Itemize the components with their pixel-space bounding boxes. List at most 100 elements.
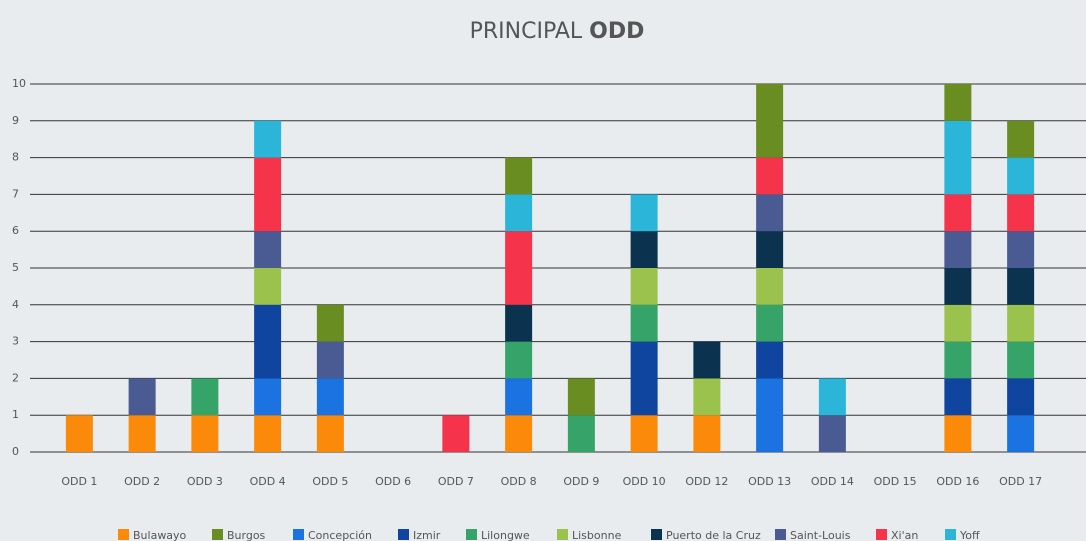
bar-segment (254, 120, 282, 158)
bar-segment (191, 415, 219, 452)
x-tick-label: ODD 1 (61, 475, 97, 488)
y-tick-label: 10 (12, 77, 26, 90)
y-tick-label: 2 (12, 371, 19, 384)
legend-label: Puerto de la Cruz (666, 529, 761, 541)
legend-swatch (212, 529, 223, 540)
legend-swatch (557, 529, 568, 540)
x-tick-label: ODD 15 (874, 475, 917, 488)
x-tick-label: ODD 6 (375, 475, 411, 488)
y-tick-label: 3 (12, 335, 19, 348)
legend-swatch (293, 529, 304, 540)
bar-segment (1007, 341, 1035, 379)
bar-segment (630, 231, 658, 268)
bar-segment (254, 268, 282, 305)
title-part: PRINCIPAL (470, 19, 583, 44)
bar-segment (693, 341, 721, 379)
legend-label: Izmir (413, 529, 441, 541)
bar-segment (944, 304, 972, 342)
bar-segment (505, 194, 533, 232)
bar-segment (630, 304, 658, 342)
bar-segment (1007, 231, 1035, 268)
chart-title: PRINCIPAL ODD (470, 19, 645, 44)
bar-segment (944, 378, 972, 416)
bar-segment (128, 415, 156, 452)
x-tick-label: ODD 5 (312, 475, 348, 488)
x-tick-label: ODD 9 (563, 475, 599, 488)
legend-label: Xi'an (891, 529, 918, 541)
y-tick-label: 9 (12, 114, 19, 127)
y-tick-label: 7 (12, 187, 19, 200)
bar-segment (567, 415, 595, 452)
x-tick-label: ODD 13 (748, 475, 791, 488)
bar-segment (567, 378, 595, 416)
y-tick-label: 0 (12, 445, 19, 458)
bar-segment (254, 415, 282, 452)
legend-label: Lisbonne (572, 529, 622, 541)
bar-segment (756, 268, 784, 305)
legend-label: Bulawayo (133, 529, 187, 541)
bar-segment (756, 378, 784, 452)
bar-segment (254, 378, 282, 416)
bar-segment (505, 231, 533, 305)
legend-label: Concepción (308, 529, 372, 541)
bar-segment (316, 415, 344, 452)
bar-segment (1007, 378, 1035, 416)
bar-segment (756, 341, 784, 379)
x-tick-label: ODD 10 (623, 475, 666, 488)
x-tick-label: ODD 3 (187, 475, 223, 488)
bar-segment (505, 378, 533, 416)
bar-segment (316, 341, 344, 379)
bar-segment (505, 415, 533, 452)
bar-segment (944, 341, 972, 379)
bar-segment (1007, 268, 1035, 305)
bar-segment (944, 84, 972, 121)
bar-segment (756, 304, 784, 342)
x-tick-label: ODD 14 (811, 475, 854, 488)
y-tick-label: 1 (12, 408, 19, 421)
legend-label: Lilongwe (481, 529, 530, 541)
bar-segment (128, 378, 156, 416)
bar-segment (756, 231, 784, 268)
y-tick-label: 6 (12, 224, 19, 237)
bar-segment (505, 341, 533, 379)
x-tick-label: ODD 16 (936, 475, 979, 488)
x-tick-label: ODD 2 (124, 475, 160, 488)
bar-segment (756, 84, 784, 158)
bar-segment (693, 378, 721, 416)
bar-segment (1007, 120, 1035, 158)
bar-segment (316, 378, 344, 416)
legend-swatch (466, 529, 477, 540)
bar-segment (818, 415, 846, 452)
bar-segment (1007, 415, 1035, 452)
bar-segment (818, 378, 846, 416)
legend-swatch (651, 529, 662, 540)
legend-swatch (398, 529, 409, 540)
bar-segment (316, 304, 344, 342)
bar-segment (944, 268, 972, 305)
bar-segment (756, 194, 784, 232)
bar-segment (65, 415, 93, 452)
bar-segment (944, 231, 972, 268)
bar-segment (944, 194, 972, 232)
bar-segment (630, 194, 658, 232)
y-tick-label: 8 (12, 151, 19, 164)
bar-segment (693, 415, 721, 452)
bar-segment (630, 415, 658, 452)
bar-segment (505, 304, 533, 342)
bar-segment (1007, 304, 1035, 342)
y-tick-label: 4 (12, 298, 19, 311)
y-tick-label: 5 (12, 261, 19, 274)
bar-segment (254, 304, 282, 379)
legend-label: Yoff (959, 529, 980, 541)
bar-segment (1007, 194, 1035, 232)
bar-segment (254, 157, 282, 232)
bar-segment (254, 231, 282, 268)
x-tick-label: ODD 17 (999, 475, 1042, 488)
legend-swatch (118, 529, 129, 540)
bar-segment (630, 268, 658, 305)
title-part: ODD (589, 19, 644, 44)
legend-label: Burgos (227, 529, 266, 541)
bar-segment (505, 157, 533, 195)
bar-segment (944, 120, 972, 195)
